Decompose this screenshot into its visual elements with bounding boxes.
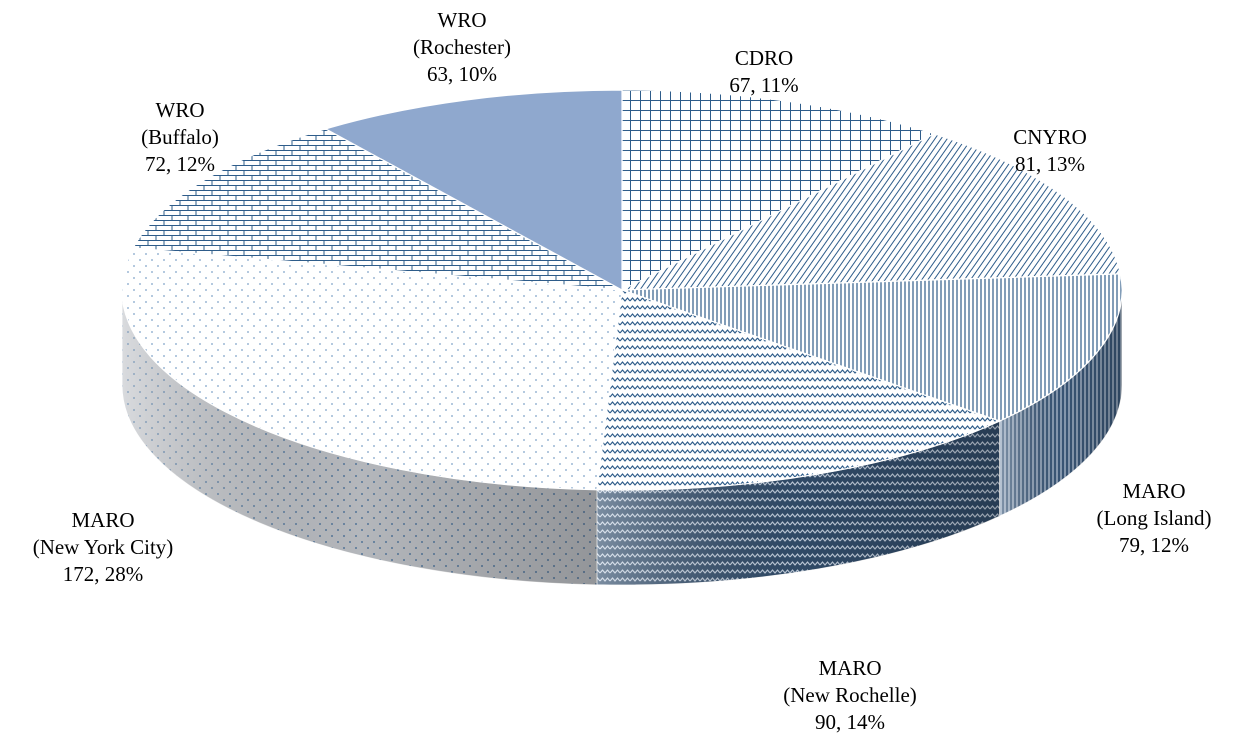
pie-slice-2	[621, 273, 1123, 422]
pie-slice-4	[121, 247, 623, 491]
data-label-line: CDRO	[735, 46, 793, 70]
data-label-4: MARO (New York City) 172, 28%	[33, 508, 174, 586]
data-label-line: 67, 11%	[729, 73, 798, 97]
pie-data-labels: CDRO 67, 11% CNYRO 81, 13% MARO (Long Island)…	[33, 8, 1212, 734]
data-label-line: 81, 13%	[1015, 152, 1085, 176]
pie-slice-3	[596, 289, 1002, 491]
data-label-line: (Long Island)	[1097, 506, 1212, 530]
data-label-line: WRO	[156, 98, 205, 122]
data-label-line: 72, 12%	[145, 152, 215, 176]
data-label-5: WRO (Buffalo) 72, 12%	[141, 98, 219, 176]
data-label-6: WRO (Rochester) 63, 10%	[413, 8, 511, 86]
pie-side-shade-2-0	[999, 290, 1122, 517]
data-label-line: MARO	[818, 656, 881, 680]
pie-slice-1	[621, 133, 1122, 291]
data-label-line: WRO	[438, 8, 487, 32]
pie-side-shade-4-0	[122, 290, 597, 585]
data-label-line: 63, 10%	[427, 62, 497, 86]
data-label-2: MARO (Long Island) 79, 12%	[1097, 479, 1212, 557]
pie-slice-0	[621, 89, 936, 291]
data-label-line: (New Rochelle)	[783, 683, 917, 707]
pie-side-shade-3-0	[596, 421, 1000, 586]
data-label-line: MARO	[1122, 479, 1185, 503]
data-label-line: MARO	[71, 508, 134, 532]
data-label-1: CNYRO 81, 13%	[1013, 125, 1087, 176]
data-label-line: 90, 14%	[815, 710, 885, 734]
pie-top-faces	[121, 89, 1123, 491]
pie-side-walls	[121, 289, 1123, 586]
data-label-line: 79, 12%	[1119, 533, 1189, 557]
data-label-line: (Buffalo)	[141, 125, 219, 149]
data-label-line: (New York City)	[33, 535, 174, 559]
data-label-line: (Rochester)	[413, 35, 511, 59]
pie-slice-6	[324, 89, 623, 292]
data-label-line: 172, 28%	[63, 562, 144, 586]
data-label-3: MARO (New Rochelle) 90, 14%	[783, 656, 917, 734]
pie-slice-5	[132, 128, 623, 291]
data-label-line: CNYRO	[1013, 125, 1087, 149]
data-label-0: CDRO 67, 11%	[729, 46, 798, 97]
